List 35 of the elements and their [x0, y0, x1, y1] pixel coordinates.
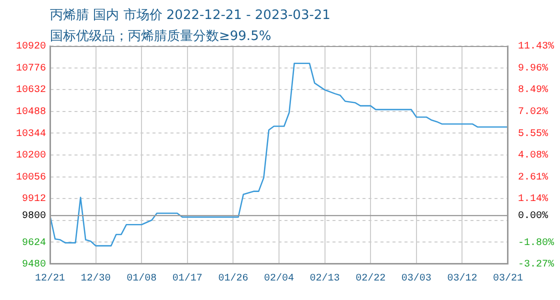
x-tick-label: 02/04 — [264, 272, 294, 285]
y-tick-label: 9624 — [22, 238, 46, 249]
y2-tick-label: 2.61% — [518, 172, 548, 184]
y2-tick-label: -1.80% — [518, 238, 554, 249]
y-tick-label: 10200 — [16, 150, 46, 162]
y2-tick-label: 1.14% — [518, 194, 548, 206]
y-tick-label: 10920 — [16, 42, 46, 53]
y2-tick-label: 5.55% — [518, 128, 548, 140]
y-tick-label: 10488 — [16, 107, 46, 118]
y-tick-label: 10056 — [16, 172, 46, 184]
x-tick-label: 03/12 — [447, 272, 478, 285]
y-tick-label: 9912 — [22, 194, 46, 206]
x-tick-label: 12/30 — [80, 272, 111, 285]
x-tick-label: 03/03 — [401, 272, 432, 285]
chart-title: 丙烯腈 国内 市场价 2022-12-21 - 2023-03-21 — [50, 7, 330, 24]
x-tick-label: 02/22 — [356, 272, 386, 285]
y2-tick-label: 8.49% — [518, 85, 548, 96]
y2-tick-label: 0.00% — [518, 211, 548, 222]
x-tick-label: 01/08 — [126, 272, 157, 285]
x-tick-label: 12/21 — [34, 272, 66, 285]
x-tick-label: 01/17 — [172, 272, 202, 285]
y2-tick-label: 7.02% — [518, 107, 548, 118]
y-tick-label: 9480 — [22, 260, 46, 271]
x-tick-label: 02/13 — [310, 272, 340, 285]
x-tick-label: 01/26 — [218, 272, 248, 285]
y-tick-label: 10344 — [16, 128, 46, 140]
x-tick-label: 03/21 — [492, 272, 524, 285]
y-tick-label: 10632 — [16, 85, 46, 96]
y2-tick-label: 9.96% — [518, 63, 548, 74]
y-tick-label: 9800 — [22, 211, 46, 222]
chart-subtitle: 国标优级品；丙烯腈质量分数≥99.5% — [50, 28, 272, 45]
y2-tick-label: -3.27% — [518, 260, 554, 271]
y-tick-label: 10776 — [16, 63, 46, 74]
y2-tick-label: 4.08% — [518, 150, 548, 162]
y2-tick-label: 11.43% — [518, 42, 554, 53]
